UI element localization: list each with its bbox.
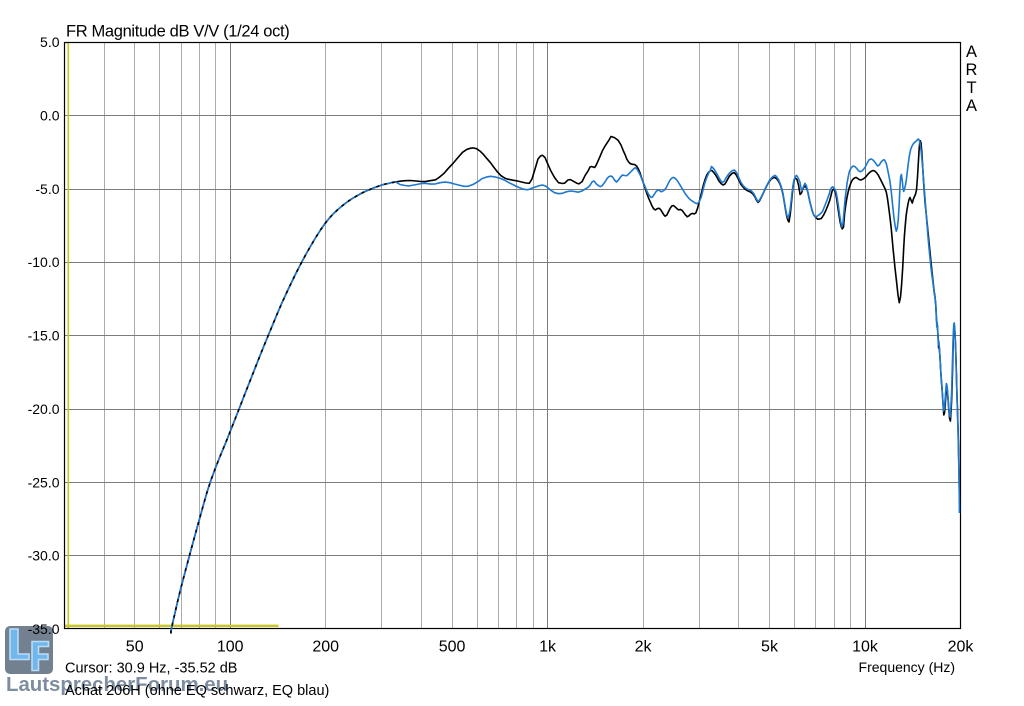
svg-text:50: 50 <box>126 639 144 656</box>
svg-text:A: A <box>966 43 977 61</box>
svg-text:500: 500 <box>439 639 466 656</box>
svg-text:-30.0: -30.0 <box>28 548 60 564</box>
svg-text:5.0: 5.0 <box>40 34 60 50</box>
svg-text:R: R <box>966 61 978 79</box>
svg-text:T: T <box>966 79 976 97</box>
svg-text:-20.0: -20.0 <box>28 401 60 417</box>
svg-text:-25.0: -25.0 <box>28 474 60 490</box>
svg-text:Frequency (Hz): Frequency (Hz) <box>859 659 955 675</box>
svg-text:10k: 10k <box>852 639 879 656</box>
svg-text:100: 100 <box>217 639 244 656</box>
svg-text:A: A <box>966 97 977 115</box>
svg-text:-15.0: -15.0 <box>28 328 60 344</box>
svg-text:1k: 1k <box>539 639 557 656</box>
svg-text:-5.0: -5.0 <box>35 181 59 197</box>
svg-text:Achat 206H (ohne EQ schwarz, E: Achat 206H (ohne EQ schwarz, EQ blau) <box>65 683 329 699</box>
svg-text:20k: 20k <box>948 639 975 656</box>
svg-text:200: 200 <box>312 639 339 656</box>
svg-text:LautsprecherForum.eu: LautsprecherForum.eu <box>6 674 228 696</box>
svg-text:-10.0: -10.0 <box>28 254 60 270</box>
svg-text:2k: 2k <box>635 639 653 656</box>
svg-text:0.0: 0.0 <box>40 107 60 123</box>
svg-text:FR Magnitude dB V/V (1/24 oct): FR Magnitude dB V/V (1/24 oct) <box>66 23 289 41</box>
svg-text:-35.0: -35.0 <box>28 621 60 637</box>
svg-text:Cursor: 30.9 Hz, -35.52 dB: Cursor: 30.9 Hz, -35.52 dB <box>65 661 237 677</box>
svg-text:5k: 5k <box>761 639 779 656</box>
